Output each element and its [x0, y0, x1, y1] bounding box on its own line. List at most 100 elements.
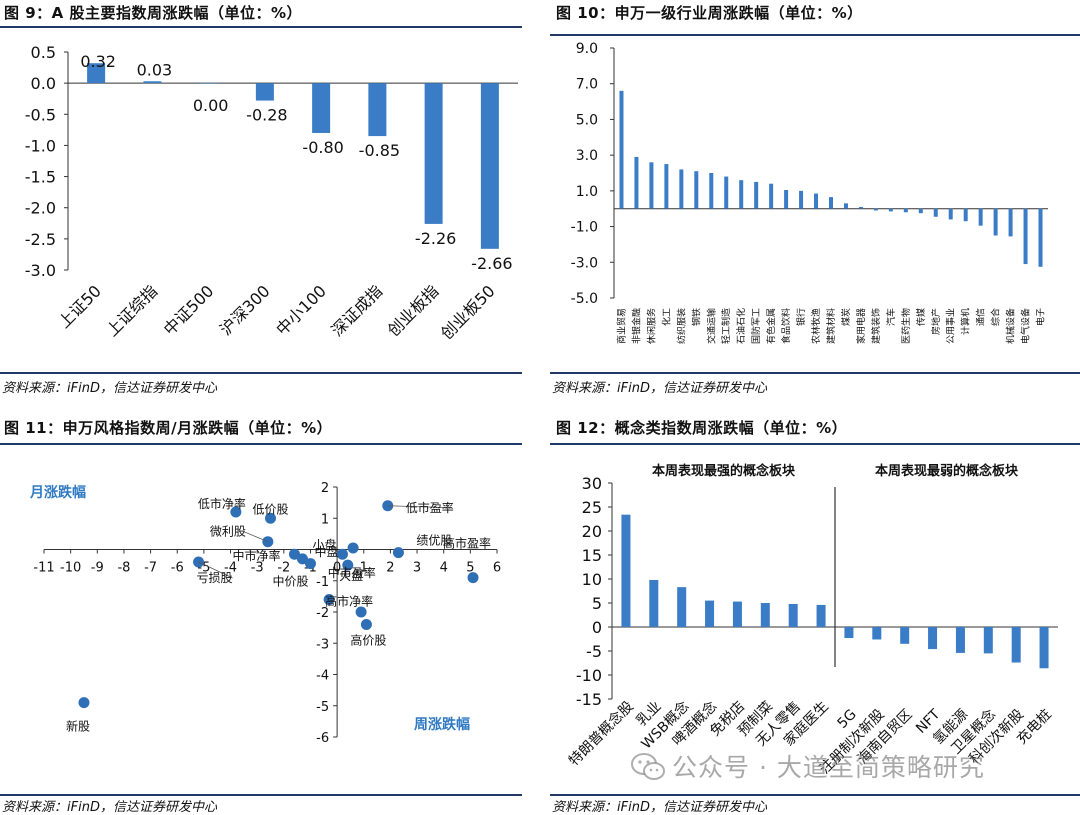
y-tick-label: 10 [582, 570, 602, 589]
figure-10-top-rule [550, 34, 1080, 36]
figure-10-panel: 图 10：申万一级行业周涨跌幅（单位：%） 9.0 7.0 5.0 3.0 1.0 -1.… [550, 0, 1080, 400]
y-tick-label: 9.0 [576, 41, 598, 57]
scatter-point [288, 548, 300, 560]
y-tick-label: 0.0 [31, 74, 56, 93]
bar [978, 208, 983, 226]
y-tick-label: -4 [316, 669, 329, 684]
bar [424, 83, 443, 224]
figure-11-panel: 图 11：申万风格指数周/月涨跌幅（单位：%） -11 -10 -9 -8 -7 -6 -5… [0, 413, 522, 815]
x-tick-label: -6 [171, 561, 184, 576]
bar [933, 208, 938, 217]
x-tick-label: 计算机 [960, 308, 972, 335]
wechat-icon [631, 753, 665, 780]
y-tick-label: -1.0 [571, 220, 598, 236]
x-tick-label: 2 [386, 561, 394, 576]
bar [368, 83, 387, 137]
scatter-point [347, 542, 359, 554]
y-tick-label: 0 [592, 618, 602, 637]
x-tick-label: 中证500 [160, 281, 218, 339]
scatter-point [265, 512, 276, 524]
data-label: 0.00 [193, 96, 229, 115]
x-tick-label: 食品饮料 [780, 308, 792, 344]
x-tick-label: -3 [251, 561, 264, 576]
scatter-point [336, 548, 348, 560]
x-tick-label: 机械设备 [1005, 308, 1017, 344]
y-tick-label: -3 [316, 637, 329, 652]
bar [843, 203, 848, 209]
y-axis-title: 月涨跌幅 [29, 484, 86, 501]
figure-9-panel: 图 9：A 股主要指数周涨跌幅（单位：%） 0.5 0.0 -0.5 -1.0 -1.5… [0, 0, 522, 400]
bar [1008, 208, 1013, 237]
x-tick-label: 上证综指 [103, 281, 162, 340]
scatter-point [342, 559, 354, 571]
x-tick-label: 创业板50 [437, 281, 499, 343]
x-tick-label: 5 [466, 561, 474, 576]
bar [993, 208, 998, 236]
bar [816, 604, 826, 627]
leader-line [387, 505, 452, 509]
bar [858, 206, 863, 209]
x-tick-label: 电气设备 [1020, 308, 1032, 344]
bar [784, 189, 789, 209]
point-label: 高市盈率 [443, 536, 491, 551]
bar [948, 208, 953, 220]
bar [480, 83, 499, 249]
y-tick-label: -15 [576, 690, 602, 709]
figure-12-panel: 图 12：概念类指数周涨跌幅（单位：%） 30 25 20 15 10 5 0 -5 -10 -1… [550, 413, 1080, 815]
y-tick-label: -1 [316, 575, 329, 590]
data-label: -0.80 [302, 138, 343, 157]
y-tick-label: -5.0 [571, 291, 598, 307]
x-tick-label: 银行 [795, 308, 807, 326]
bar [1039, 627, 1049, 669]
point-label: 微利股 [210, 525, 246, 539]
y-tick-label: -1.0 [25, 136, 56, 155]
figure-11-source: 资料来源：iFinD，信达证券研发中心 [2, 800, 217, 815]
y-tick-label: 5 [592, 594, 602, 613]
bar [903, 208, 908, 213]
y-tick-label: -0.5 [25, 105, 56, 124]
bar [649, 162, 654, 209]
bar [1038, 208, 1043, 267]
x-tick-label: 综合 [990, 308, 1002, 326]
point-label: 中价股 [272, 574, 308, 589]
x-axis-title: 周涨跌幅 [414, 716, 470, 733]
bar [844, 627, 854, 639]
x-tick-label: -2 [277, 561, 290, 576]
point-label: 中市净率 [232, 548, 280, 563]
data-label: -0.28 [246, 106, 287, 125]
point-label: 绩优股 [416, 534, 452, 548]
bar [829, 197, 833, 209]
bar [619, 90, 624, 209]
y-tick-label: 1.0 [576, 184, 598, 200]
y-tick-label: 2 [321, 481, 329, 496]
bar [705, 600, 715, 627]
x-tick-label: 休闲服务 [645, 308, 657, 344]
figure-11-chart: -11-10-9-8-7-6-5-4-3-2-1012345621-1-2-3-… [29, 481, 501, 746]
bar [664, 164, 669, 209]
point-label: 高市净率 [325, 594, 373, 609]
bar [649, 579, 659, 627]
x-tick-label: -10 [60, 561, 81, 576]
x-tick-label: 公用事业 [945, 308, 957, 344]
y-tick-label: 15 [582, 546, 602, 565]
y-tick-label: -2 [316, 606, 329, 621]
x-tick-label: 电子 [1035, 308, 1047, 326]
y-tick-label: 3.0 [576, 148, 598, 164]
y-tick-label: 0.5 [31, 43, 56, 62]
bar [788, 603, 798, 627]
data-label: -2.26 [415, 229, 456, 248]
x-tick-label: -4 [224, 561, 237, 576]
bar [739, 180, 744, 209]
x-tick-label: 3 [413, 561, 421, 576]
point-label: 低市盈率 [406, 500, 454, 515]
scatter-point [304, 558, 316, 570]
figure-9-chart: 0.5 0.0 -0.5 -1.0 -1.5 -2.0 -2.5 -3.0 0.32 上证50 0.… [25, 43, 518, 343]
bar [799, 190, 804, 209]
leader-line [198, 561, 233, 579]
x-tick-label: 纺织服装 [675, 308, 687, 344]
x-tick-label: 煤炭 [840, 308, 852, 326]
figure-11-bottom-rule [0, 794, 522, 796]
x-tick-label: 4 [440, 561, 448, 576]
x-tick-label: -7 [144, 561, 157, 576]
x-tick-label: 非银金融 [630, 308, 642, 344]
